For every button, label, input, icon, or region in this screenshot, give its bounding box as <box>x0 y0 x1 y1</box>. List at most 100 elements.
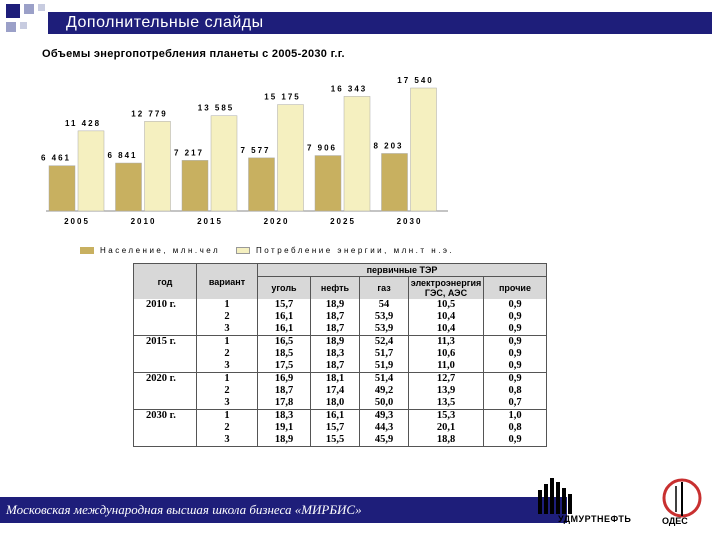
legend-label-population: Население, млн.чел <box>100 246 221 255</box>
table-cell: 54 <box>359 299 409 311</box>
footer-text: Московская международная высшая школа би… <box>6 502 362 517</box>
header-col-6: прочие <box>483 276 547 299</box>
table-cell: 18,3 <box>310 348 360 360</box>
table-cell: 1 <box>196 409 258 422</box>
table-cell: 2020 г. <box>133 372 197 385</box>
table-cell: 0,9 <box>508 311 522 322</box>
bar-label-population-2010: 6 841 <box>107 151 137 160</box>
table-cell <box>133 422 197 434</box>
table-header-row-top: год вариант первичные ТЭР <box>133 263 547 299</box>
table-cell: 2 <box>196 422 258 434</box>
bar-label-energy-2025: 16 343 <box>331 84 367 93</box>
table-cell <box>133 360 197 373</box>
table-row: 2 16,1 18,7 53,9 10,4 0,9 <box>133 311 547 323</box>
table-cell: 2015 г. <box>133 335 197 348</box>
table-row: 3 17,8 18,0 50,0 13,5 0,7 <box>133 397 547 410</box>
table-cell: 18,3 <box>257 409 311 422</box>
table-cell: 53,9 <box>359 311 409 323</box>
table-cell <box>133 311 197 323</box>
table-cell: 18,0 <box>310 397 360 410</box>
energy-bar-chart: 6 461 11 428 2005 6 841 12 779 2010 7 217 13 58… <box>41 76 448 226</box>
table-cell: 16,1 <box>257 323 311 336</box>
table-cell: 10,4 <box>408 311 484 323</box>
table-cell: 3 <box>196 323 258 336</box>
table-cell: 0,8 <box>508 385 522 396</box>
x-tick-label-2015: 2015 <box>197 217 223 226</box>
title-bar <box>48 12 712 34</box>
bar-population-2005 <box>48 165 76 212</box>
table-row: 2030 г. 1 18,3 16,1 49,3 15,3 1,0 <box>133 409 547 422</box>
bar-energy-2030 <box>410 87 437 212</box>
table-cell: 18,9 <box>310 335 360 348</box>
table-cell: 49,3 <box>359 409 409 422</box>
bar-population-2030 <box>381 153 408 212</box>
table-cell: 2 <box>196 348 258 360</box>
header-primary-resources: первичные ТЭР <box>257 263 547 277</box>
bar-energy-2025 <box>343 96 371 212</box>
table-cell: 10,5 <box>408 299 484 311</box>
table-row: 2020 г. 1 16,9 18,1 51,4 12,7 0,9 <box>133 372 547 385</box>
chart-subtitle: Объемы энергопотребления планеты с 2005-… <box>42 48 345 60</box>
table-cell: 13,9 <box>408 385 484 397</box>
table-cell: 18,5 <box>257 348 311 360</box>
table-cell: 18,7 <box>310 311 360 323</box>
table-cell <box>133 323 197 336</box>
table-cell: 1 <box>196 372 258 385</box>
table-cell: 11,3 <box>408 335 484 348</box>
table-cell: 18,1 <box>310 372 360 385</box>
udmurtneft-logo-text: УДМУРТНЕФТЬ <box>558 514 632 524</box>
table-cell: 16,5 <box>257 335 311 348</box>
table-cell: 17,5 <box>257 360 311 373</box>
table-cell: 18,7 <box>257 385 311 397</box>
table-cell: 45,9 <box>359 434 409 447</box>
table-cell: 16,1 <box>310 409 360 422</box>
footer-bar <box>0 497 567 523</box>
table-cell: 2 <box>196 385 258 397</box>
bars-logo-icon <box>538 478 572 514</box>
table-cell: 16,9 <box>257 372 311 385</box>
table-cell: 19,1 <box>257 422 311 434</box>
bar-population-2025 <box>314 155 342 212</box>
header-variant: вариант <box>196 263 258 299</box>
bar-energy-2010 <box>144 121 171 212</box>
bar-label-population-2025: 7 906 <box>307 144 337 153</box>
table-row: 2 19,1 15,7 44,3 20,1 0,8 <box>133 422 547 434</box>
table-cell: 0,9 <box>508 360 522 371</box>
table-cell: 51,4 <box>359 372 409 385</box>
table-cell: 0,8 <box>508 422 522 433</box>
table-cell <box>133 385 197 397</box>
table-cell: 0,9 <box>508 348 522 359</box>
table-cell: 18,7 <box>310 360 360 373</box>
table-cell: 15,7 <box>257 299 311 311</box>
bar-energy-2005 <box>77 130 105 212</box>
bar-label-population-2015: 7 217 <box>174 148 204 157</box>
legend-item-population: Население, млн.чел <box>80 246 220 255</box>
table-cell: 18,8 <box>408 434 484 447</box>
legend-label-energy: Потребление энергии, млн.т н.э. <box>256 246 455 255</box>
table-cell: 3 <box>196 434 258 447</box>
table-cell: 53,9 <box>359 323 409 336</box>
table-row: 2 18,7 17,4 49,2 13,9 0,8 <box>133 385 547 397</box>
table-cell: 2010 г. <box>133 299 197 311</box>
table-cell: 49,2 <box>359 385 409 397</box>
table-cell: 1,0 <box>483 409 547 422</box>
table-cell: 3 <box>196 360 258 373</box>
table-row: 2 18,5 18,3 51,7 10,6 0,9 <box>133 348 547 360</box>
table-cell: 1 <box>196 299 258 311</box>
x-tick-label-2020: 2020 <box>264 217 290 226</box>
table-cell: 15,7 <box>310 422 360 434</box>
bar-label-energy-2005: 11 428 <box>65 119 101 128</box>
x-tick-label-2030: 2030 <box>397 217 423 226</box>
bar-population-2020 <box>248 157 275 212</box>
squares-logo-icon <box>2 2 62 42</box>
table-cell: 18,7 <box>310 323 360 336</box>
table-cell: 0,9 <box>483 335 547 348</box>
legend-swatch-energy <box>236 247 250 255</box>
table-cell: 20,1 <box>408 422 484 434</box>
table-row: 3 18,9 15,5 45,9 18,8 0,9 <box>133 434 547 447</box>
header-col-3: нефть <box>310 276 360 299</box>
table-cell: 50,0 <box>359 397 409 410</box>
table-cell: 52,4 <box>359 335 409 348</box>
table-cell: 0,9 <box>508 434 522 445</box>
table-cell: 3 <box>196 397 258 410</box>
